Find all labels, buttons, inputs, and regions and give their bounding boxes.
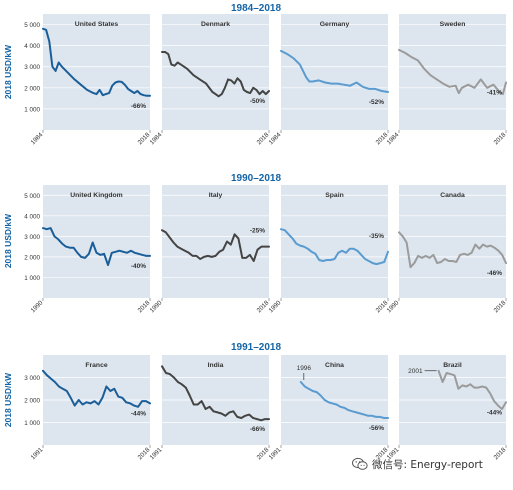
percent-change-label: -56% <box>369 425 384 432</box>
watermark-text: 微信号: Energy-report <box>372 458 483 471</box>
panel-title: Canada <box>440 192 465 199</box>
percent-change-label: -66% <box>250 426 265 433</box>
percent-change-label: -41% <box>487 90 502 97</box>
x-tick-label: 1991 <box>149 446 164 461</box>
x-tick-label: 1984 <box>149 131 164 146</box>
x-tick-label: 2018 <box>493 446 508 461</box>
panel-background <box>281 185 388 298</box>
percent-change-label: -44% <box>131 410 146 417</box>
x-tick-label: 2018 <box>137 131 152 146</box>
x-tick-label: 1990 <box>30 299 45 314</box>
panel-title: China <box>325 362 344 369</box>
y-tick-label: 1 000 <box>24 106 40 113</box>
x-tick-label: 2018 <box>256 131 271 146</box>
percent-change-label: -50% <box>250 98 265 105</box>
y-tick-label: 3 000 <box>24 64 40 71</box>
panel-background <box>43 14 150 130</box>
panel-background <box>399 14 506 130</box>
percent-change-label: -44% <box>487 409 502 416</box>
series-line-india <box>161 365 270 422</box>
percent-change-label: -46% <box>487 270 502 277</box>
y-tick-label: 4 000 <box>24 213 40 220</box>
panel-title: India <box>208 362 224 369</box>
panel-background <box>162 14 269 130</box>
y-tick-label: 2 000 <box>24 85 40 92</box>
x-tick-label: 2018 <box>137 446 152 461</box>
x-tick-label: 2018 <box>256 446 271 461</box>
series-line-united-states <box>42 27 151 97</box>
series-line-brazil <box>437 369 507 410</box>
panel-title: Brazil <box>443 362 462 369</box>
series-line-china <box>299 381 389 419</box>
x-tick-label: 1990 <box>386 299 401 314</box>
series-line-germany <box>280 49 389 93</box>
x-tick-label: 1984 <box>386 131 401 146</box>
group-title: 1990–2018 <box>231 173 281 184</box>
x-tick-label: 1984 <box>30 131 45 146</box>
watermark: 微信号: Energy-report <box>352 456 483 472</box>
percent-change-label: -35% <box>369 233 384 240</box>
start-year-annotation: 1996 <box>297 365 312 372</box>
panel-title: Germany <box>320 21 350 28</box>
y-tick-label: 1 000 <box>24 275 40 282</box>
series-line-canada <box>398 231 507 269</box>
x-tick-label: 1990 <box>268 299 283 314</box>
panel-title: Italy <box>209 192 223 199</box>
percent-change-label: -52% <box>369 99 384 106</box>
y-tick-label: 2 000 <box>24 254 40 261</box>
x-tick-label: 1991 <box>268 446 283 461</box>
y-tick-label: 2 000 <box>24 398 40 405</box>
x-tick-label: 2018 <box>493 299 508 314</box>
panel-title: United Kingdom <box>70 192 122 199</box>
panel-title: United States <box>75 21 119 28</box>
percent-change-label: -25% <box>250 228 265 235</box>
start-year-annotation: 2001 <box>408 368 423 375</box>
group-title: 1984–2018 <box>231 3 281 14</box>
y-tick-label: 4 000 <box>24 43 40 50</box>
panel-title: Denmark <box>201 21 230 28</box>
x-tick-label: 2018 <box>137 299 152 314</box>
y-tick-label: 3 000 <box>24 375 40 382</box>
y-axis-label: 2018 USD/kW <box>3 213 13 268</box>
percent-change-label: -66% <box>131 103 146 110</box>
x-tick-label: 1984 <box>268 131 283 146</box>
y-tick-label: 5 000 <box>24 22 40 29</box>
wechat-icon <box>352 457 368 470</box>
series-line-france <box>42 369 151 408</box>
y-tick-label: 1 000 <box>24 420 40 427</box>
x-tick-label: 1991 <box>30 446 45 461</box>
series-line-sweden <box>398 48 507 96</box>
panel-background <box>399 185 506 298</box>
x-tick-label: 2018 <box>256 299 271 314</box>
panel-title: Spain <box>325 192 344 199</box>
panel-background <box>281 14 388 130</box>
panel-title: France <box>85 362 108 369</box>
y-axis-label: 2018 USD/kW <box>3 44 13 99</box>
y-tick-label: 5 000 <box>24 193 40 200</box>
group-title: 1991–2018 <box>231 342 281 353</box>
y-tick-label: 3 000 <box>24 234 40 241</box>
series-line-united-kingdom <box>42 227 151 267</box>
series-line-spain <box>280 228 389 266</box>
panel-background <box>162 185 269 298</box>
percent-change-label: -40% <box>131 263 146 270</box>
panel-title: Sweden <box>440 21 466 28</box>
series-line-denmark <box>161 51 270 98</box>
x-tick-label: 1990 <box>149 299 164 314</box>
x-tick-label: 2018 <box>493 131 508 146</box>
y-axis-label: 2018 USD/kW <box>3 372 13 427</box>
series-line-italy <box>161 229 270 262</box>
